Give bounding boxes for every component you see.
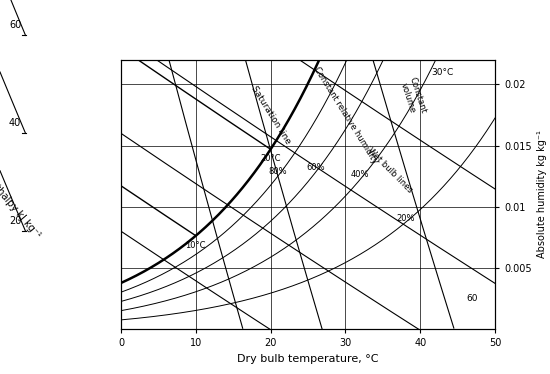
- Text: 40: 40: [9, 118, 21, 128]
- Text: 30°C: 30°C: [432, 68, 454, 77]
- X-axis label: Dry bulb temperature, °C: Dry bulb temperature, °C: [237, 354, 379, 364]
- Text: Wet bulb lines: Wet bulb lines: [366, 146, 415, 194]
- Text: 20%: 20%: [396, 214, 415, 223]
- Text: Constant relative humidity: Constant relative humidity: [312, 65, 379, 165]
- Text: 60%: 60%: [306, 163, 325, 172]
- Text: 40%: 40%: [351, 170, 370, 179]
- Text: 60: 60: [9, 20, 21, 30]
- Text: 10°C: 10°C: [185, 240, 206, 249]
- Text: Saturation line: Saturation line: [249, 84, 292, 145]
- Text: 20°C: 20°C: [260, 154, 281, 163]
- Text: 80%: 80%: [269, 167, 288, 176]
- Text: 60: 60: [467, 294, 478, 303]
- Text: Enthalpy kJ kg⁻¹: Enthalpy kJ kg⁻¹: [0, 173, 42, 240]
- Text: 20: 20: [9, 216, 21, 226]
- Text: Constant
volume: Constant volume: [398, 76, 428, 117]
- Y-axis label: Absolute humidity kg kg⁻¹: Absolute humidity kg kg⁻¹: [537, 131, 547, 258]
